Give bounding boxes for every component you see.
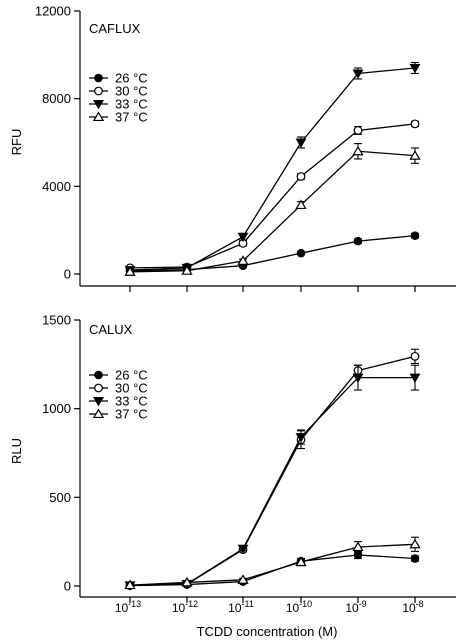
data-point (409, 150, 421, 160)
legend-label: 33 °C (115, 394, 148, 409)
data-point (124, 579, 136, 590)
legend-label: 26 °C (115, 368, 148, 383)
legend-label: 33 °C (115, 97, 148, 112)
series-line (129, 543, 416, 586)
legend-label: 30 °C (115, 84, 148, 99)
y-axis-label: RLU (9, 438, 24, 464)
series-line (129, 355, 416, 587)
data-point (409, 538, 421, 549)
y-tick-label: 8000 (42, 91, 71, 106)
data-point (409, 64, 421, 74)
series-line (129, 234, 416, 272)
y-axis-label: RFU (9, 129, 24, 156)
data-point (295, 138, 307, 148)
x-tick-label: 10-12 (172, 599, 198, 615)
legend-marker (94, 370, 103, 380)
legend-marker (94, 73, 103, 83)
series-line (129, 123, 416, 269)
series-3 (124, 536, 421, 590)
data-point (352, 373, 364, 383)
y-tick-label: 1500 (42, 313, 71, 328)
data-point (295, 433, 307, 443)
legend-label: 26 °C (115, 71, 148, 86)
series-3 (124, 143, 421, 276)
series-2 (124, 61, 421, 276)
legend-marker (94, 383, 103, 393)
data-point (353, 126, 363, 135)
data-point (296, 248, 306, 258)
data-point (410, 119, 420, 129)
legend-marker (93, 100, 104, 110)
legend-marker (93, 397, 104, 407)
panel-caflux: 0 4000 8000 12000 RFU CAFLUX 26 °C30 °C33 °C37… (9, 4, 456, 292)
data-point (410, 351, 420, 361)
data-point (352, 541, 364, 552)
series-line (129, 376, 415, 586)
series-1 (125, 119, 420, 273)
y-tick-label: 4000 (42, 179, 71, 194)
legend-label: 37 °C (115, 110, 148, 125)
x-tick-label: 10-10 (286, 599, 312, 615)
data-point (124, 266, 136, 276)
legend-label: 37 °C (115, 407, 148, 422)
data-point (409, 373, 421, 383)
data-point (237, 544, 249, 555)
series-line (129, 150, 416, 273)
x-tick-label: 10-13 (115, 599, 141, 615)
y-tick-label: 12000 (35, 4, 71, 19)
legend: 26 °C30 °C33 °C37 °C (89, 368, 148, 422)
x-tick-label: 10-9 (345, 599, 366, 615)
panel-title: CAFLUX (89, 21, 141, 36)
legend-marker (92, 111, 105, 122)
x-tick-label: 10-8 (402, 599, 423, 615)
panel-title: CALUX (89, 322, 133, 337)
data-point (296, 172, 306, 181)
data-point (353, 236, 363, 246)
data-point (410, 554, 420, 563)
x-tick-label: 10-11 (228, 599, 254, 615)
y-tick-label: 500 (49, 490, 71, 505)
y-tick-label: 0 (64, 267, 71, 282)
legend-marker (94, 86, 103, 96)
data-point (352, 69, 364, 79)
legend-label: 30 °C (115, 381, 148, 396)
data-point (410, 231, 420, 240)
data-point (352, 145, 364, 156)
data-point (295, 199, 307, 210)
data-point (237, 574, 249, 584)
legend: 26 °C30 °C33 °C37 °C (89, 71, 148, 125)
data-point (295, 556, 307, 567)
series-1 (125, 348, 420, 590)
data-point (237, 232, 249, 243)
series-line (129, 67, 416, 271)
data-point (237, 255, 249, 265)
y-tick-label: 1000 (42, 401, 71, 416)
panel-calux: 0 500 1000 1500 RLU CALUX 26 °C30 °C33 °C37 °C (9, 313, 456, 603)
data-point (181, 576, 193, 587)
x-axis-label: TCDD concentration (M) (197, 624, 338, 639)
y-tick-label: 0 (64, 579, 71, 594)
data-point (181, 265, 193, 275)
legend-marker (92, 408, 105, 419)
